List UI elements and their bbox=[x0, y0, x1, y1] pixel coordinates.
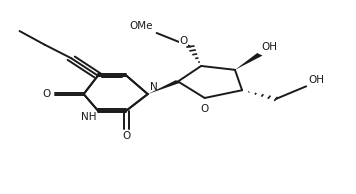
Text: O: O bbox=[200, 104, 209, 114]
Text: OH: OH bbox=[262, 42, 278, 52]
Text: O: O bbox=[43, 89, 51, 99]
Text: OH: OH bbox=[308, 75, 324, 85]
Text: N: N bbox=[150, 82, 157, 92]
Text: OMe: OMe bbox=[130, 21, 153, 31]
Text: O: O bbox=[179, 36, 188, 46]
Polygon shape bbox=[235, 53, 263, 70]
Text: O: O bbox=[122, 131, 131, 141]
Text: NH: NH bbox=[80, 112, 96, 122]
Polygon shape bbox=[148, 80, 180, 94]
Text: Methoxy: Methoxy bbox=[151, 31, 157, 32]
